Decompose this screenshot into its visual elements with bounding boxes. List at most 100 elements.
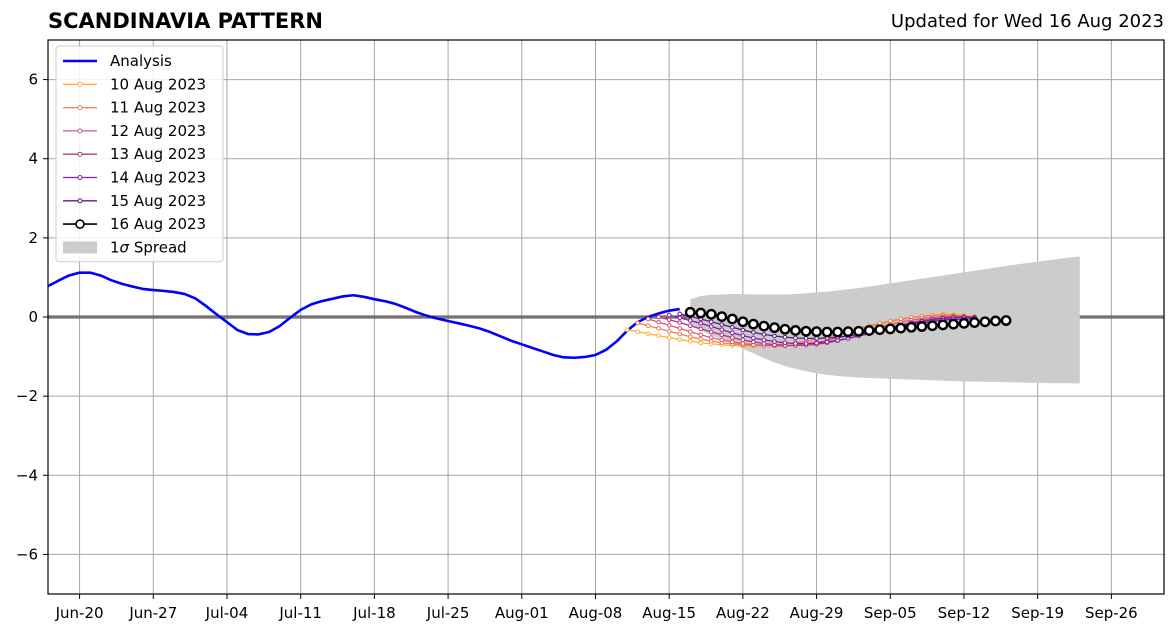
legend-swatch-marker	[77, 81, 83, 87]
y-tick-label: 4	[28, 150, 38, 168]
forecast-point	[948, 318, 959, 330]
forecast-point	[730, 339, 735, 345]
forecast-point	[730, 330, 735, 336]
forecast-point	[832, 326, 844, 338]
forecast-point	[656, 326, 661, 331]
forecast-point	[863, 325, 875, 336]
forecast-point	[687, 334, 693, 340]
forecast-point	[905, 321, 917, 333]
forecast-point	[635, 329, 640, 334]
forecast-point	[719, 337, 725, 343]
forecast-point	[887, 318, 893, 324]
legend-swatch-marker	[77, 128, 83, 134]
forecast-point	[737, 316, 749, 328]
forecast-point	[751, 335, 756, 341]
grid-layer	[48, 40, 1164, 594]
legend-swatch-marker	[77, 198, 83, 204]
forecast-point	[811, 326, 822, 338]
x-tick-label: Jun-27	[128, 604, 177, 622]
forecast-point	[719, 327, 725, 332]
series-layer	[47, 271, 1012, 360]
forecast-point	[677, 331, 682, 337]
forecast-point	[684, 306, 696, 318]
forecast-point	[916, 321, 928, 332]
forecast-point	[979, 316, 991, 328]
forecast-point	[708, 329, 714, 335]
forecast-point	[800, 325, 812, 337]
x-tick-label: Jul-18	[352, 604, 396, 622]
forecast-point	[656, 333, 661, 338]
forecast-point	[708, 324, 714, 329]
forecast-point	[698, 336, 704, 342]
legend-box	[55, 45, 224, 263]
forecast-point	[645, 331, 651, 336]
forecast-point	[656, 319, 661, 325]
forecast-point	[677, 311, 682, 317]
forecast-point	[698, 326, 704, 332]
forecast-point	[761, 332, 767, 337]
forecast-point	[751, 330, 756, 335]
forecast-point	[635, 320, 640, 326]
legend-spread-suffix: Spread	[129, 238, 187, 256]
forecast-point	[758, 320, 770, 332]
forecast-point	[708, 338, 714, 344]
legend-swatch-marker	[77, 175, 83, 180]
legend-label-series: 13 Aug 2023	[110, 145, 206, 163]
x-tick-label: Jul-11	[278, 604, 322, 622]
forecast-point	[814, 336, 819, 341]
forecast-point	[779, 323, 791, 335]
forecast-point	[990, 315, 1001, 327]
x-tick-label: Aug-15	[642, 604, 696, 622]
forecast-point	[769, 322, 780, 334]
y-tick-label: 2	[28, 229, 38, 247]
forecast-point	[698, 332, 704, 338]
x-tick-label: Sep-26	[1085, 604, 1138, 622]
forecast-point	[884, 323, 896, 335]
forecast-point	[719, 332, 725, 338]
y-tick-label: 0	[28, 308, 38, 326]
forecast-point	[698, 321, 704, 326]
x-tick-label: Jul-25	[426, 604, 470, 622]
forecast-point	[842, 326, 854, 338]
forecast-point	[666, 323, 672, 328]
legend-label-series: 14 Aug 2023	[110, 169, 206, 187]
forecast-point	[821, 326, 833, 338]
forecast-point	[698, 340, 704, 346]
y-tick-label: 6	[28, 71, 38, 89]
x-tick-label: Sep-19	[1011, 604, 1064, 622]
forecast-point	[716, 311, 728, 323]
forecast-point	[708, 319, 714, 325]
forecast-point	[874, 324, 886, 336]
forecast-point	[677, 326, 682, 331]
forecast-point	[793, 341, 798, 346]
forecast-point	[1000, 315, 1012, 326]
forecast-point	[793, 335, 798, 341]
forecast-point	[730, 335, 735, 340]
forecast-point	[719, 322, 725, 327]
forecast-point	[687, 318, 693, 323]
analysis-line	[47, 271, 680, 360]
forecast-point	[624, 327, 630, 332]
forecast-point	[695, 307, 707, 319]
forecast-point	[677, 315, 682, 321]
forecast-point	[726, 313, 738, 325]
forecast-point	[687, 329, 693, 334]
forecast-point	[895, 322, 907, 334]
forecast-point	[926, 320, 938, 332]
forecast-point	[708, 335, 714, 340]
legend-label-series: 11 Aug 2023	[110, 99, 206, 117]
forecast-point	[751, 339, 756, 345]
x-tick-label: Sep-05	[864, 604, 917, 622]
legend-swatch-marker	[75, 219, 85, 229]
forecast-point	[772, 339, 777, 344]
forecast-point	[740, 333, 746, 338]
legend-label-series: 16 Aug 2023	[110, 215, 206, 233]
legend-label-series: 12 Aug 2023	[110, 122, 206, 140]
forecast-point	[666, 312, 672, 318]
x-tick-label: Jul-04	[205, 604, 249, 622]
forecast-point	[687, 323, 693, 329]
forecast-point	[803, 341, 809, 346]
forecast-point	[666, 317, 672, 323]
legend-label-series: 15 Aug 2023	[110, 192, 206, 210]
